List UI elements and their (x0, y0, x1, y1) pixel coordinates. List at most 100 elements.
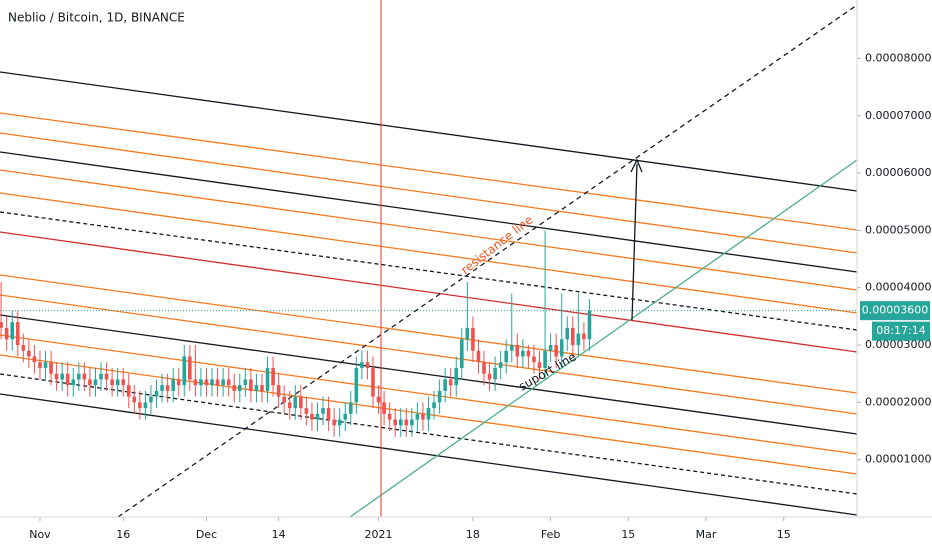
candle-body (432, 402, 436, 409)
candle-body (282, 396, 286, 403)
candle-body (287, 402, 292, 409)
candle-body (226, 379, 231, 386)
candle-body (43, 362, 48, 368)
candle-body (471, 327, 475, 351)
candle-body (465, 327, 470, 340)
candle-body (571, 327, 575, 346)
candle-body (576, 333, 581, 346)
candle-body (565, 327, 570, 340)
y-tick-label: 0.00002000 (865, 395, 931, 408)
candle-body (265, 367, 270, 391)
candle-body (276, 385, 281, 397)
candle-body (176, 379, 181, 386)
x-tick-label: Feb (541, 528, 560, 541)
y-tick-label: 0.00007000 (865, 109, 931, 122)
y-tick-label: 0.00001000 (865, 453, 931, 466)
candle-body (326, 408, 331, 420)
candle-body (182, 356, 187, 386)
candle-body (443, 379, 447, 391)
candle-body (221, 379, 225, 386)
candle-body (343, 413, 348, 420)
candle-body (460, 339, 464, 368)
candle-body (521, 350, 525, 357)
candle-body (21, 345, 26, 351)
candle-body (15, 322, 20, 346)
candle-body (509, 345, 514, 351)
candle-body (515, 345, 520, 357)
candle-body (215, 379, 220, 386)
x-tick-label: 14 (272, 528, 286, 541)
candle-body (88, 379, 92, 386)
annotation: suport line (516, 350, 578, 394)
candle-body (487, 373, 492, 380)
candle-body (532, 356, 536, 363)
candle-body (448, 379, 453, 386)
candle-body (498, 362, 503, 368)
candle-body (387, 413, 392, 420)
candle-body (315, 413, 320, 420)
candle-body (93, 379, 98, 386)
candle-body (71, 379, 76, 386)
candle-body (354, 367, 359, 403)
candle-body (404, 419, 409, 426)
candle-body (32, 356, 37, 363)
y-tick-label: 0.00006000 (865, 166, 931, 179)
candle-body (299, 396, 303, 409)
candle-body (260, 385, 264, 391)
candle-body (27, 350, 31, 357)
candle-body (332, 419, 336, 426)
x-tick-label: Nov (29, 528, 51, 541)
candle-body (237, 385, 242, 391)
candle-body (115, 379, 120, 386)
candle-body (254, 385, 259, 391)
countdown-box (872, 321, 930, 341)
candle-body (398, 419, 403, 426)
candle-body (271, 367, 275, 386)
candle-body (171, 379, 175, 391)
candle-body (310, 413, 314, 420)
candle-body (143, 402, 148, 409)
candle-body (348, 402, 353, 414)
candle-body (160, 385, 164, 391)
candle-body (60, 373, 64, 380)
candle-body (4, 327, 9, 340)
candle-body (426, 408, 431, 420)
candle-body (199, 379, 203, 386)
x-tick-label: Dec (196, 528, 217, 541)
candle-body (493, 367, 497, 380)
candle-body (554, 345, 558, 357)
candle-body (204, 379, 209, 386)
candle-body (65, 373, 70, 386)
candle-body (293, 396, 298, 409)
candle-body (365, 362, 370, 368)
candle-body (559, 339, 564, 357)
axes: 0.00001000 0.00002000 0.00003000 0.00004000… (29, 51, 931, 541)
candle-body (154, 390, 159, 397)
candle-body (104, 373, 109, 380)
candle-body (415, 413, 420, 420)
y-tick-label: 0.00005000 (865, 223, 931, 236)
candle-body (110, 379, 114, 386)
candle-body (49, 362, 53, 374)
candle-body (193, 379, 198, 386)
candle-body (210, 379, 214, 386)
candle-body (243, 379, 248, 386)
candles (0, 230, 592, 437)
candle-body (504, 350, 509, 363)
chart-title: Neblio / Bitcoin, 1D, BINANCE (8, 11, 185, 25)
candle-body (410, 419, 414, 426)
candle-body (360, 362, 364, 368)
countdown: 08:17:14 (876, 324, 925, 337)
candle-body (54, 373, 59, 380)
candle-body (337, 419, 342, 426)
candle-body (10, 322, 15, 340)
x-tick-label: Mar (696, 528, 717, 541)
candle-body (454, 367, 459, 386)
x-tick-label: 18 (466, 528, 480, 541)
drawings (0, 0, 858, 518)
candle-body (548, 345, 553, 351)
candle-body (376, 396, 381, 403)
y-tick-label: 0.00003000 (865, 338, 931, 351)
candle-body (393, 419, 397, 426)
